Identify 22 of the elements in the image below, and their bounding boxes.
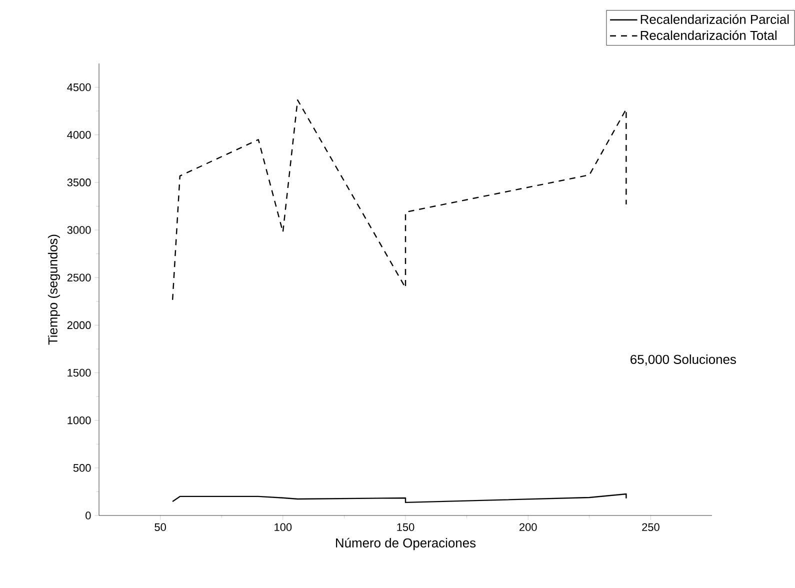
y-tick-label: 500 xyxy=(73,464,91,472)
line-series xyxy=(172,493,627,504)
y-tick-label: 4500 xyxy=(67,83,91,92)
legend-label: Recalendarización Total xyxy=(640,30,776,40)
y-tick-label: 4000 xyxy=(67,130,91,139)
line-series xyxy=(172,99,627,300)
y-tick-label: 2500 xyxy=(67,274,91,282)
y-tick-label: 0 xyxy=(86,512,91,520)
y-tick-label: 3000 xyxy=(67,226,91,234)
y-tick-label: 1500 xyxy=(68,368,91,377)
y-axis-title: Tiempo (segundos) xyxy=(48,234,60,345)
x-axis-title: Número de Operaciones xyxy=(336,538,476,550)
x-tick-label: 100 xyxy=(274,523,292,532)
x-tick-label: 50 xyxy=(154,523,166,532)
x-tick-label: 200 xyxy=(520,523,537,532)
x-tick-label: 150 xyxy=(397,523,414,532)
y-tick-label: 3500 xyxy=(67,178,91,186)
x-tick-label: 250 xyxy=(642,523,660,532)
y-tick-label: 1000 xyxy=(68,416,91,424)
legend-label: Recalendarización Parcial xyxy=(640,14,789,24)
annotation: 65,000 Soluciones xyxy=(630,354,736,366)
y-tick-label: 2000 xyxy=(67,321,91,330)
